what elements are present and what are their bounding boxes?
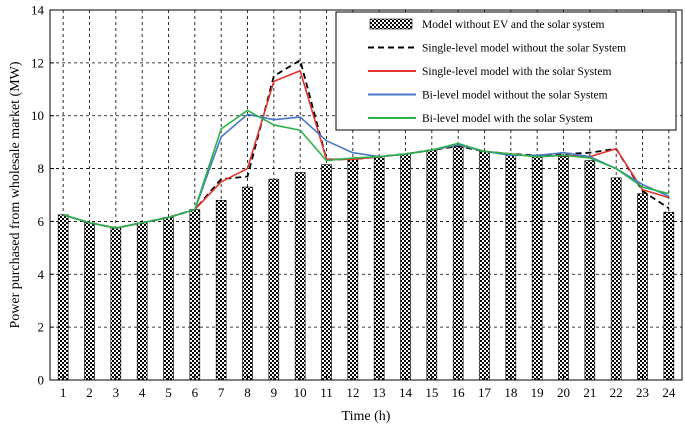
x-tick-label: 19 xyxy=(531,385,544,400)
x-tick-label: 10 xyxy=(294,385,307,400)
bar xyxy=(452,145,464,381)
x-tick-label: 11 xyxy=(320,385,333,400)
bar xyxy=(215,199,227,381)
bar xyxy=(400,153,411,381)
x-tick-label: 3 xyxy=(113,385,120,400)
legend-swatch-bar xyxy=(369,18,413,30)
bar xyxy=(136,222,148,381)
y-tick-label: 4 xyxy=(38,267,45,282)
x-tick-label: 23 xyxy=(636,385,649,400)
bar xyxy=(426,149,438,381)
x-tick-label: 22 xyxy=(610,385,623,400)
bar xyxy=(268,178,280,381)
x-tick-label: 12 xyxy=(346,385,359,400)
bar xyxy=(110,227,122,381)
x-tick-label: 1 xyxy=(60,385,67,400)
y-tick-label: 8 xyxy=(38,161,45,176)
bar xyxy=(637,193,648,381)
y-tick-label: 2 xyxy=(38,320,45,335)
plot-frame xyxy=(49,9,683,381)
bar xyxy=(373,156,385,381)
x-axis-title: Time (h) xyxy=(342,409,391,424)
bar xyxy=(479,151,490,381)
series-line xyxy=(62,113,670,229)
y-tick-label: 0 xyxy=(38,373,45,388)
bar xyxy=(189,209,201,381)
x-tick-label: 14 xyxy=(399,385,413,400)
bar xyxy=(663,211,675,381)
x-tick-label: 17 xyxy=(478,385,492,400)
legend-label: Model without EV and the solar system xyxy=(422,19,605,31)
x-tick-label: 5 xyxy=(165,385,172,400)
bar xyxy=(242,186,253,381)
x-tick-label: 15 xyxy=(425,385,438,400)
x-tick-label: 9 xyxy=(271,385,278,400)
bar xyxy=(531,155,543,381)
x-tick-label: 13 xyxy=(373,385,386,400)
bar xyxy=(294,172,306,381)
x-tick-label: 20 xyxy=(557,385,570,400)
bar xyxy=(584,160,596,381)
bar-series xyxy=(57,145,675,381)
legend-label: Single-level model with the solar System xyxy=(422,66,611,78)
line-series xyxy=(62,59,670,229)
legend: Model without EV and the solar system Sin… xyxy=(335,11,677,131)
legend-label: Single-level model without the solar Sys… xyxy=(422,43,626,55)
y-tick-label: 14 xyxy=(31,3,45,18)
y-axis-title: Power purchased from wholesale market (M… xyxy=(8,61,23,328)
bar xyxy=(84,222,95,381)
x-tick-label: 21 xyxy=(583,385,596,400)
x-tick-label: 7 xyxy=(218,385,225,400)
bar xyxy=(505,153,517,381)
x-tick-label: 4 xyxy=(139,385,146,400)
bar xyxy=(610,177,622,381)
x-tick-label: 8 xyxy=(244,385,251,400)
x-tick-label: 16 xyxy=(452,385,466,400)
bar xyxy=(321,164,332,381)
y-tick-label: 12 xyxy=(31,55,44,70)
x-tick-label: 2 xyxy=(86,385,93,400)
legend-label: Bi-level model without the solar System xyxy=(422,90,608,102)
y-tick-label: 10 xyxy=(31,108,44,123)
x-tick-label: 18 xyxy=(504,385,517,400)
bar xyxy=(163,217,174,381)
x-tick-label: 24 xyxy=(662,385,676,400)
y-tick-label: 6 xyxy=(38,214,45,229)
x-tick-label: 6 xyxy=(192,385,199,400)
series-line xyxy=(62,109,670,229)
legend-label: Bi-level model with the solar System xyxy=(422,113,593,125)
bar xyxy=(57,214,69,381)
bar xyxy=(347,159,359,381)
bar xyxy=(558,156,569,381)
